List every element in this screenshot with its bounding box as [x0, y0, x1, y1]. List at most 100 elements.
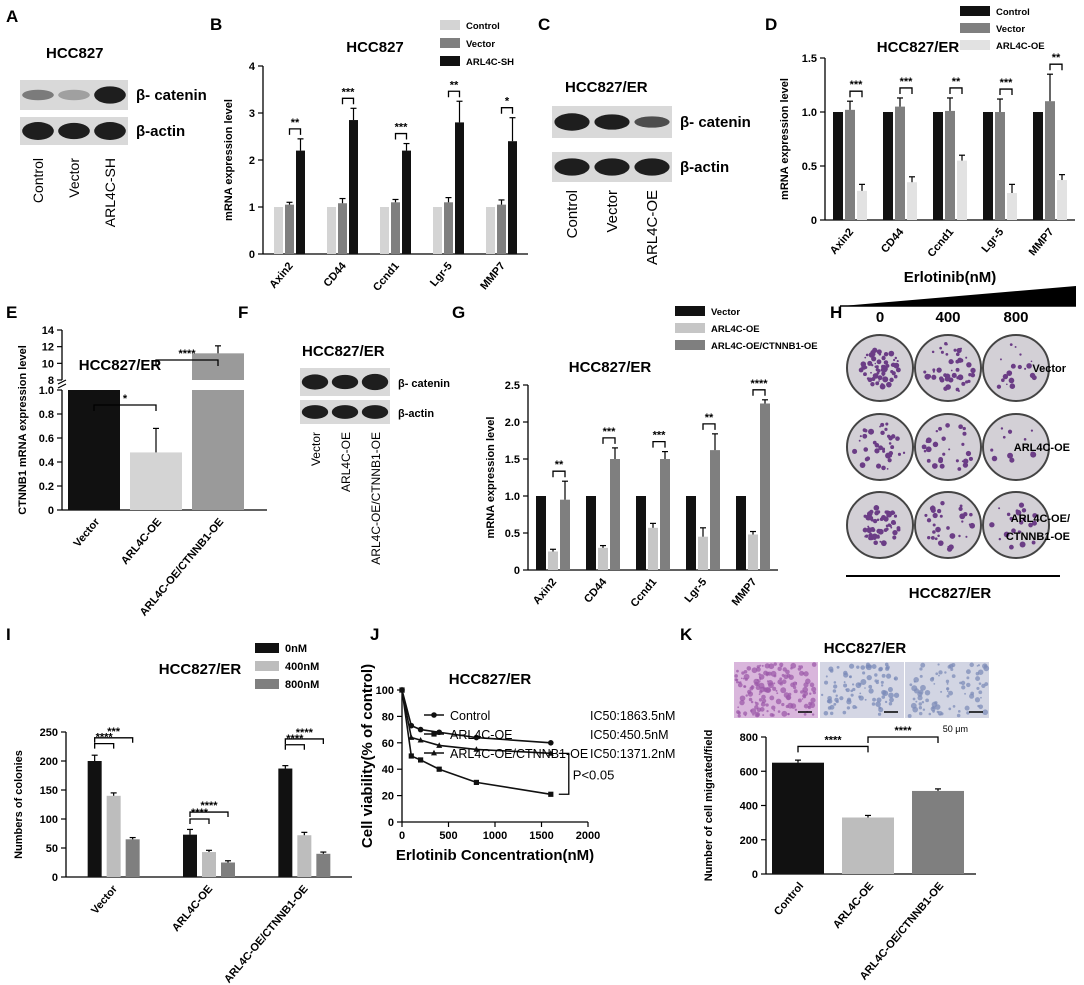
blot-c-band — [634, 116, 670, 128]
colony-dot — [889, 524, 892, 528]
colony-dot — [944, 376, 951, 382]
colony-dot — [1030, 429, 1034, 432]
colony-dot — [875, 367, 880, 372]
cell-dot — [766, 709, 769, 713]
colony-dot — [874, 442, 880, 448]
colony-dot — [881, 356, 886, 361]
colony-dot — [893, 362, 900, 369]
colony-dot — [870, 371, 872, 374]
cell-dot — [755, 713, 760, 717]
sig-CD44-bracket — [341, 97, 355, 105]
colony-dot — [882, 449, 886, 453]
y-tick-label: 2.0 — [505, 417, 520, 429]
y-axis-label: mRNA expression level — [223, 99, 235, 221]
cell-dot — [809, 692, 812, 696]
plates-cell-line: HCC827/ER — [909, 585, 992, 602]
cell-dot — [966, 682, 971, 688]
bar-Axin2-ARL4C-OE — [548, 551, 558, 570]
bar-Axin2-Control — [274, 207, 283, 254]
cell-dot — [874, 673, 878, 677]
legend-label: ARL4C-OE/CTNNB1-OE — [711, 341, 818, 352]
cell-dot — [781, 710, 788, 717]
cell-dot — [928, 712, 932, 716]
panel-letter-A: A — [6, 7, 18, 26]
colony-dot — [959, 513, 966, 520]
colony-dot — [923, 370, 927, 374]
cell-dot — [875, 680, 879, 685]
sig-i3-label: **** — [200, 800, 218, 812]
y-tick-label: 1.0 — [505, 491, 520, 503]
colony-dot — [931, 350, 935, 354]
colony-dot — [863, 372, 867, 377]
colony-dot — [864, 356, 867, 359]
cell-dot — [977, 669, 984, 675]
bar-Axin2-ARL4C-OE/CTNNB1-OE — [560, 499, 570, 570]
y-tick-label: 4 — [249, 61, 256, 73]
cell-dot — [800, 690, 804, 694]
axis-break — [57, 383, 67, 389]
cell-dot — [864, 698, 867, 701]
cell-dot — [761, 701, 764, 704]
plate-row-label: ARL4C-OE — [1014, 442, 1070, 454]
cell-dot — [918, 702, 922, 706]
colony-dot — [873, 540, 878, 546]
blot-c-band — [594, 158, 630, 176]
legend-swatch — [675, 323, 705, 333]
colony-dot — [864, 457, 869, 462]
blot-f-band — [331, 374, 359, 390]
cell-dot — [976, 686, 980, 690]
bar-ARL4C-OE/CTNNB1-OE — [912, 790, 964, 874]
colony-dot — [1014, 345, 1017, 348]
colony-dot — [895, 367, 901, 373]
cell-dot — [982, 709, 989, 716]
colony-dot — [948, 544, 954, 550]
point-ARL4C-OE/CTNNB1-OE — [547, 750, 554, 756]
cell-dot — [921, 701, 925, 704]
colony-dot — [1006, 383, 1008, 386]
sig-Ccnd1-label: ** — [952, 76, 961, 88]
bar-Ccnd1-Vector — [636, 496, 646, 570]
x-tick-label: Ccnd1 — [371, 260, 402, 293]
sig-i2-bracket — [189, 818, 210, 824]
bar-MMP7-ARL4C-OE/CTNNB1-OE — [760, 403, 770, 570]
colony-dot — [1002, 373, 1009, 380]
sig-i5-bracket — [284, 738, 324, 744]
colony-dot — [1009, 383, 1016, 389]
blot-a-band — [22, 89, 54, 101]
cell-dot — [922, 708, 926, 711]
cell-dot — [911, 685, 918, 692]
cell-dot — [765, 703, 769, 707]
cell-dot — [743, 711, 748, 716]
x-tick-label: Lgr-5 — [428, 260, 455, 289]
colony-dot — [1009, 516, 1014, 521]
colony-dot — [894, 356, 898, 360]
colony-dot — [880, 430, 885, 436]
colony-dot — [870, 382, 875, 387]
colony-dot — [943, 373, 947, 378]
colony-dot — [881, 467, 886, 471]
colony-dot — [886, 468, 889, 470]
panel-letter-F: F — [238, 303, 248, 322]
cell-dot — [832, 689, 837, 693]
cell-dot — [773, 682, 776, 685]
y-tick-label: 150 — [40, 785, 58, 797]
point-ARL4C-OE/CTNNB1-OE — [436, 742, 443, 748]
x-tick-label: Lgr-5 — [979, 226, 1006, 255]
cell-dot — [743, 685, 746, 688]
panel-letter-K: K — [680, 625, 693, 644]
bar-MMP7-Vector — [497, 204, 506, 254]
cell-dot — [850, 693, 854, 697]
x-tick-label: 500 — [439, 830, 457, 842]
y-tick-label: 60 — [382, 738, 394, 750]
sig-Axin2-bracket — [288, 128, 302, 135]
legend-label: ARL4C-SH — [466, 57, 514, 68]
colony-dot — [925, 446, 932, 453]
x-tick-label: Vector — [89, 883, 120, 917]
colony-dot — [892, 521, 897, 525]
colony-dot — [883, 542, 886, 545]
cell-dot — [846, 699, 852, 705]
cell-dot — [792, 681, 798, 686]
cell-dot — [803, 671, 809, 677]
colony-dot — [962, 426, 966, 431]
